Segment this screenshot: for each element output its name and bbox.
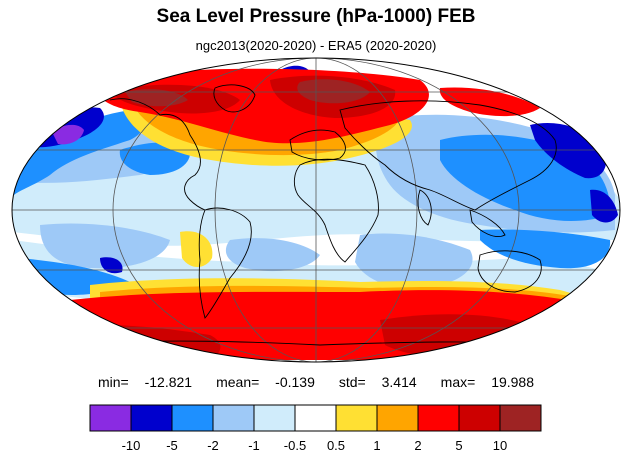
colorbar-box [130, 404, 173, 432]
colorbar-tick-label: -0.5 [284, 438, 306, 453]
colorbar-tick-label: 5 [455, 438, 462, 453]
coastline-southeast-asia [469, 209, 506, 237]
colorbar-box [253, 404, 296, 432]
coastline-greenland [213, 84, 256, 113]
coastline-india [417, 189, 432, 226]
colorbar-tick-label: 0.5 [327, 438, 345, 453]
map-title: Sea Level Pressure (hPa-1000) FEB [156, 6, 476, 27]
graticule-meridian [214, 58, 418, 362]
coastline-south-america [198, 207, 252, 319]
maroon-europe [297, 79, 370, 104]
graticule-meridian [112, 58, 520, 362]
coastline-europe [289, 129, 346, 161]
light-blue-indian-ocean [355, 233, 473, 289]
colorbar-tick-label: 1 [373, 438, 380, 453]
light-blue-south-pacific [40, 223, 170, 269]
colorbar-box [458, 404, 501, 432]
colorbar-box [212, 404, 255, 432]
stat-std: std= 3.414 [338, 374, 417, 390]
dark-blue-pacific-east [590, 189, 618, 223]
globe-outline [11, 57, 621, 363]
maroon-antarctica [60, 337, 175, 361]
statistics-line: min= -12.821 mean= -0.139 std= 3.414 max= 1… [0, 374, 632, 390]
stat-mean: mean= -0.139 [216, 374, 315, 390]
light-blue-south-atlantic [225, 238, 320, 272]
blue-north-america [119, 142, 191, 175]
colorbar-boxes [89, 404, 542, 432]
colorbar-box [376, 404, 419, 432]
coastline-north-america [109, 98, 206, 211]
stat-min: min= -12.821 [97, 374, 193, 390]
stat-max: max= 19.988 [440, 374, 535, 390]
purple-north-pacific [52, 124, 84, 145]
maroon-north-atlantic [125, 89, 188, 107]
colorbar-tick-label: -5 [166, 438, 178, 453]
blue-north-pacific [14, 110, 145, 195]
coastline-asia [339, 100, 557, 211]
sea-level-pressure-map [11, 57, 621, 363]
colorbar-box [89, 404, 132, 432]
graticule [12, 58, 620, 362]
colorbar-tick-label: 10 [493, 438, 507, 453]
colorbar-tick-label: -10 [122, 438, 141, 453]
dark-blue-south-pacific-small [100, 257, 123, 274]
colorbar-box [335, 404, 378, 432]
colorbar-box [294, 404, 337, 432]
blue-southeast-asia [480, 229, 611, 269]
map-subtitle: ngc2013(2020-2020) - ERA5 (2020-2020) [195, 38, 437, 53]
colorbar-box [499, 404, 542, 432]
colorbar-labels: -10 -5 -2 -1 -0.5 0.5 1 2 5 10 [122, 438, 508, 453]
colorbar-box [417, 404, 460, 432]
colorbar-tick-label: -1 [248, 438, 260, 453]
red-southern-ocean [36, 290, 614, 360]
coastline-australia [477, 250, 542, 293]
red-north-pacific [439, 87, 540, 117]
yellow-south-america [180, 231, 213, 267]
dark-red-southern-pacific-east [560, 310, 612, 340]
colorbar-tick-label: 2 [414, 438, 421, 453]
coastline-africa [293, 158, 379, 263]
colorbar-tick-label: -2 [207, 438, 219, 453]
colorbar-box [171, 404, 214, 432]
